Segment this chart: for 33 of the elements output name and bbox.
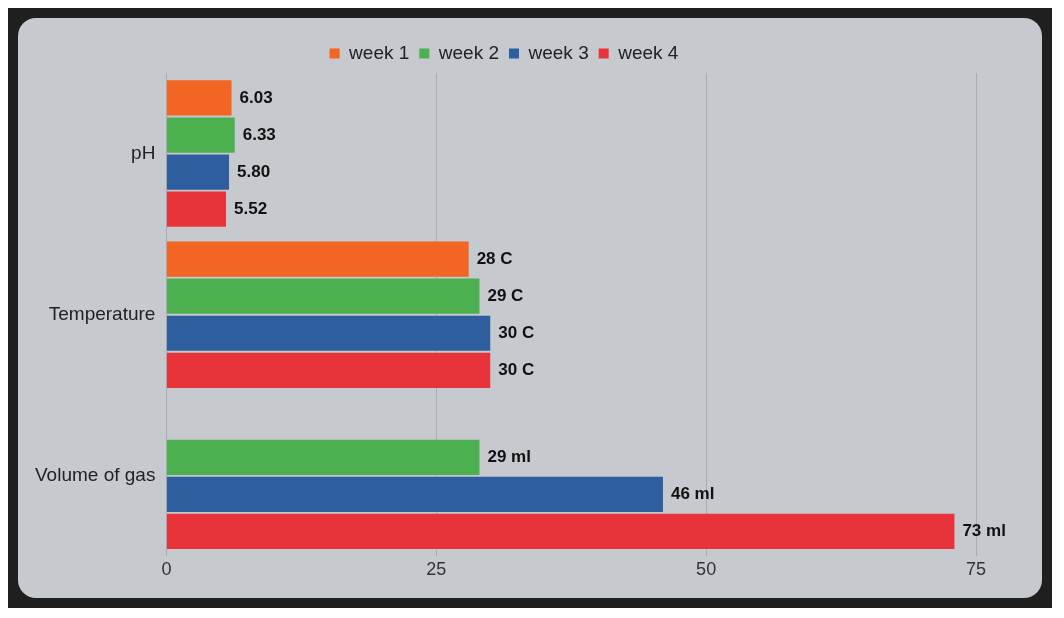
x-tick-label: 25 [426,559,447,580]
legend-label: week 3 [527,41,589,63]
x-tick-label: 75 [965,559,987,580]
y-tick-label: Volume of gas [34,464,156,486]
data-label: 5.80 [237,161,271,181]
data-label: 5.52 [234,198,268,218]
bar [166,117,235,153]
bar [166,241,469,277]
legend-label: week 1 [348,41,410,63]
bar [166,352,491,388]
bar [166,439,480,475]
y-tick-label: Temperature [48,302,156,324]
bar [166,191,226,227]
bar [166,278,480,314]
bar [166,315,491,351]
x-tick-label: 0 [161,559,172,580]
bar [166,154,230,190]
legend-label: week 2 [437,41,499,63]
data-label: 30 C [498,322,535,342]
data-label: 6.33 [242,124,276,144]
legend-label: week 4 [617,41,679,63]
bar [166,80,232,116]
data-label: 46 ml [670,484,715,504]
data-label: 6.03 [239,87,273,107]
data-label: 29 C [487,285,524,305]
data-label: 29 ml [487,446,531,466]
y-tick-label: pH [131,141,156,163]
x-tick-label: 50 [696,559,717,580]
data-label: 30 C [498,359,535,379]
data-label: 28 C [476,248,513,268]
bar [166,476,663,512]
bar [166,513,955,550]
data-label: 73 ml [962,521,1006,541]
